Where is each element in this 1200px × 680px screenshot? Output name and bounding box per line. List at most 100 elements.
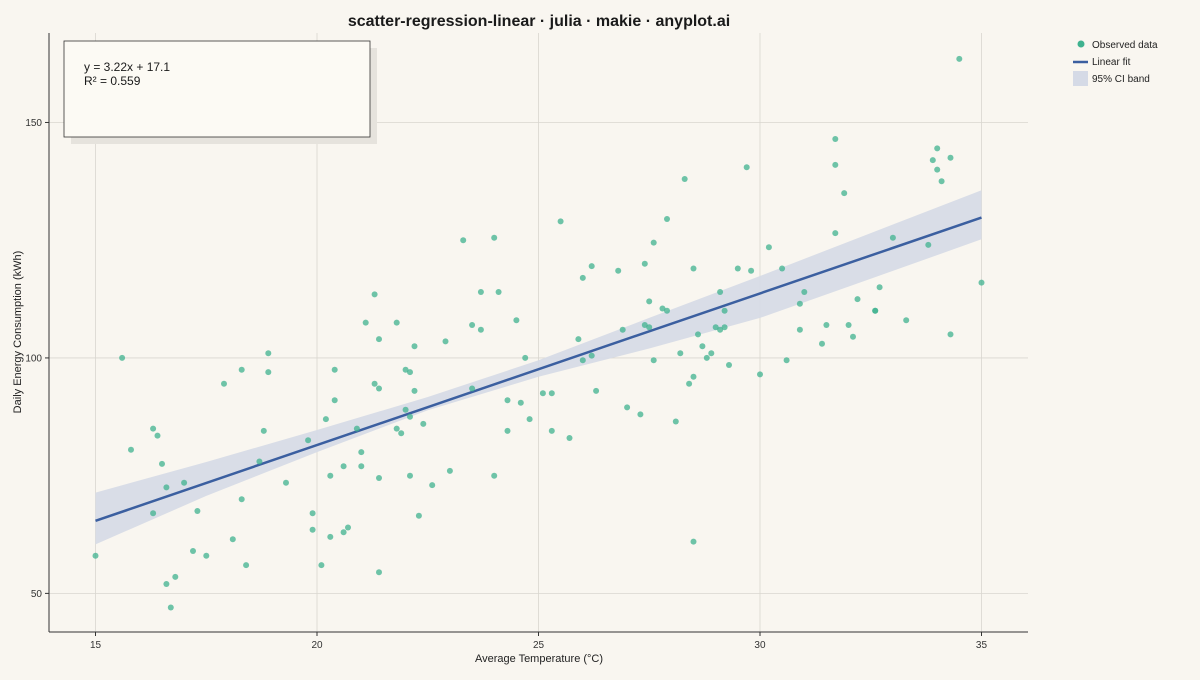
data-point bbox=[690, 538, 697, 545]
data-point bbox=[934, 166, 941, 173]
data-point bbox=[526, 416, 533, 423]
data-point bbox=[376, 385, 382, 392]
data-point bbox=[265, 350, 272, 357]
data-point bbox=[265, 369, 272, 376]
data-point bbox=[650, 357, 657, 364]
data-point bbox=[708, 350, 715, 357]
data-point bbox=[938, 178, 945, 185]
data-point bbox=[154, 432, 161, 439]
data-point bbox=[619, 326, 626, 333]
legend-label-band: 95% CI band bbox=[1092, 74, 1150, 85]
data-point bbox=[159, 460, 165, 467]
data-point bbox=[712, 324, 719, 331]
data-point bbox=[850, 333, 856, 340]
data-point bbox=[469, 322, 476, 328]
data-point bbox=[934, 145, 941, 152]
data-point bbox=[664, 216, 670, 222]
data-point bbox=[150, 510, 157, 517]
data-point bbox=[491, 472, 498, 479]
chart-title: scatter-regression-linear · julia · maki… bbox=[348, 13, 730, 30]
data-point bbox=[929, 157, 936, 164]
data-point bbox=[925, 241, 932, 248]
observed-points bbox=[92, 55, 985, 611]
data-point bbox=[579, 357, 586, 364]
data-point bbox=[340, 463, 347, 470]
data-point bbox=[376, 475, 382, 481]
y-tick-label: 150 bbox=[25, 118, 42, 129]
data-point bbox=[841, 190, 848, 197]
data-point bbox=[557, 218, 564, 225]
data-point bbox=[358, 449, 365, 456]
data-point bbox=[429, 482, 436, 489]
data-point bbox=[163, 581, 170, 587]
data-point bbox=[238, 496, 245, 503]
y-tick-label: 100 bbox=[25, 353, 42, 364]
data-point bbox=[734, 265, 741, 272]
data-point bbox=[978, 279, 985, 286]
data-point bbox=[956, 55, 963, 62]
data-point bbox=[779, 265, 786, 272]
data-point bbox=[172, 573, 179, 580]
data-point bbox=[327, 533, 334, 540]
annotation-panel bbox=[63, 40, 371, 138]
data-point bbox=[690, 265, 697, 272]
data-point bbox=[819, 340, 825, 347]
data-point bbox=[726, 362, 732, 368]
data-point bbox=[260, 427, 267, 434]
data-point bbox=[823, 322, 830, 328]
data-point bbox=[327, 472, 334, 479]
data-point bbox=[243, 562, 250, 569]
legend-label-fit: Linear fit bbox=[1092, 57, 1131, 68]
data-point bbox=[681, 176, 688, 182]
data-point bbox=[796, 326, 803, 333]
data-point bbox=[407, 472, 413, 479]
tick-labels: 15 20 25 30 35 50 100 150 bbox=[25, 118, 987, 651]
data-point bbox=[796, 300, 803, 307]
data-point bbox=[854, 296, 861, 303]
data-point bbox=[664, 307, 670, 314]
legend-band-marker bbox=[1073, 71, 1088, 86]
data-point bbox=[331, 397, 338, 404]
ci-band bbox=[95, 190, 982, 545]
data-point bbox=[181, 479, 188, 486]
data-point bbox=[407, 369, 413, 376]
data-point bbox=[641, 322, 648, 328]
data-point bbox=[402, 366, 409, 373]
data-point bbox=[495, 289, 502, 295]
data-point bbox=[801, 289, 808, 295]
data-point bbox=[845, 322, 852, 328]
data-point bbox=[229, 536, 236, 543]
data-point bbox=[402, 406, 409, 413]
ci-band-layer bbox=[95, 190, 982, 545]
data-point bbox=[371, 291, 378, 298]
data-point bbox=[322, 416, 329, 423]
data-point bbox=[677, 350, 684, 357]
data-point bbox=[695, 331, 701, 338]
data-point bbox=[748, 267, 755, 274]
data-point bbox=[588, 352, 595, 359]
data-point bbox=[872, 307, 879, 314]
data-point bbox=[624, 404, 631, 411]
x-tick-label: 35 bbox=[976, 640, 988, 651]
data-point bbox=[690, 373, 697, 380]
data-point bbox=[309, 526, 316, 533]
data-point bbox=[637, 411, 644, 418]
data-point bbox=[903, 317, 910, 324]
data-point bbox=[717, 326, 724, 333]
data-point bbox=[167, 604, 174, 611]
data-point bbox=[362, 319, 369, 326]
data-point bbox=[548, 390, 555, 397]
data-point bbox=[947, 331, 954, 338]
legend: Observed data Linear fit 95% CI band bbox=[1073, 40, 1158, 86]
data-point bbox=[358, 463, 365, 470]
data-point bbox=[415, 512, 422, 519]
data-point bbox=[393, 319, 400, 326]
data-point bbox=[504, 427, 511, 434]
fit-line-layer bbox=[95, 216, 982, 523]
data-point bbox=[305, 437, 312, 444]
data-point bbox=[318, 562, 325, 569]
y-axis-label: Daily Energy Consumption (kWh) bbox=[12, 251, 24, 414]
data-point bbox=[703, 354, 710, 361]
data-point bbox=[411, 387, 418, 394]
data-point bbox=[721, 307, 728, 314]
